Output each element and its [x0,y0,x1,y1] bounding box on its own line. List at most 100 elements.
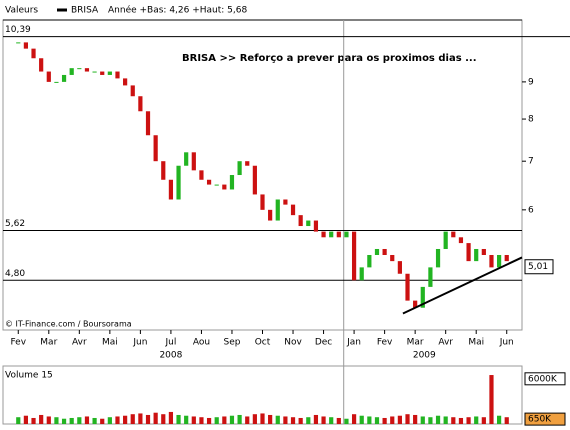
x-tick-label: Oct [255,338,271,348]
volume-bar [428,417,433,424]
candle [329,231,334,238]
volume-bar [199,417,204,424]
volume-bar [443,416,448,424]
volume-bar [54,417,59,424]
volume-bar [130,414,135,424]
x-tick-label: Aou [193,338,210,348]
volume-bar [191,416,196,424]
x-tick-label: Fev [377,338,393,348]
volume-bar [329,417,334,424]
candle [435,248,441,268]
chart-title: BRISA >> Reforço a prever para os proxim… [182,53,477,64]
volume-bar [290,417,296,424]
candle [252,165,257,195]
header-stats: Année +Bas: 4,26 +Haut: 5,68 [108,5,247,16]
candle [367,254,372,268]
level-label: 10,39 [5,25,31,35]
candle [31,48,36,59]
volume-bar [61,418,67,424]
volume-bar [206,417,212,424]
volume-tick-label: 650K [528,415,552,425]
volume-bar [336,417,341,424]
candle [466,243,471,262]
volume-bar [184,415,189,424]
candle [138,96,143,112]
candle [275,199,280,221]
candle [214,184,219,186]
candle [145,111,151,136]
candle [54,81,59,83]
volume-bar [237,414,242,424]
volume-bar [451,417,456,424]
volume-bar [306,417,311,424]
candle [23,42,28,49]
candle [321,231,326,238]
candle [123,78,128,86]
candle [260,194,265,210]
header-label: Valeurs [5,6,38,16]
volume-bar [489,375,494,424]
volume-bar [31,417,36,424]
credit: © IT-Finance.com / Boursorama [5,320,132,329]
volume-bar [222,416,227,424]
volume-bar [123,415,128,424]
volume-bar [92,417,97,424]
price-panel [2,19,523,331]
candle [390,254,395,262]
x-tick-label: Avr [438,338,453,348]
volume-bar [138,413,143,424]
candle [46,71,51,82]
volume-bar [268,414,273,424]
year-label: 2008 [159,351,182,361]
candle [474,248,479,262]
candle [115,71,120,79]
volume-bar [115,416,120,424]
candle [161,161,166,180]
volume-bar [497,415,502,424]
volume-bar [46,416,51,424]
last-price-box [524,259,554,275]
volume-tick-label: 6000K [528,374,558,384]
volume-bar [504,417,509,424]
candle [107,71,112,75]
volume-bar [374,417,380,424]
volume-bar [100,418,105,424]
trendline [402,256,523,315]
y-tick-label: 6 [528,205,534,215]
candle [77,68,82,70]
volume-bar [145,414,151,424]
x-tick-label: Sep [223,338,240,348]
candle [39,58,44,72]
x-tick-label: Jul [164,338,176,348]
candle [199,170,204,180]
x-tick-label: Mai [468,338,484,348]
volume-bar [153,412,158,424]
candle [245,161,250,166]
candle [413,300,418,308]
candle [405,273,410,301]
volume-bar [84,416,90,424]
volume-bar [351,414,357,424]
candle [168,179,174,200]
x-tick-label: Avr [72,338,87,348]
x-tick-label: Mai [102,338,118,348]
candle [344,231,349,238]
x-tick-label: Mar [40,338,57,348]
y-tick-label: 7 [528,157,534,167]
candle [420,286,425,308]
candle [69,68,74,75]
legend-label: BRISA [71,6,99,16]
x-tick-label: Jun [499,338,514,348]
candle [497,254,502,268]
volume-bar [23,415,28,424]
candle [268,209,273,221]
year-label: 2009 [413,351,436,361]
volume-bar [298,417,303,424]
volume-bar [359,415,364,424]
candle [229,175,235,190]
candle [92,71,97,73]
volume-bar [39,414,44,424]
candle [443,231,448,249]
volume-label: Volume 15 [5,371,53,381]
